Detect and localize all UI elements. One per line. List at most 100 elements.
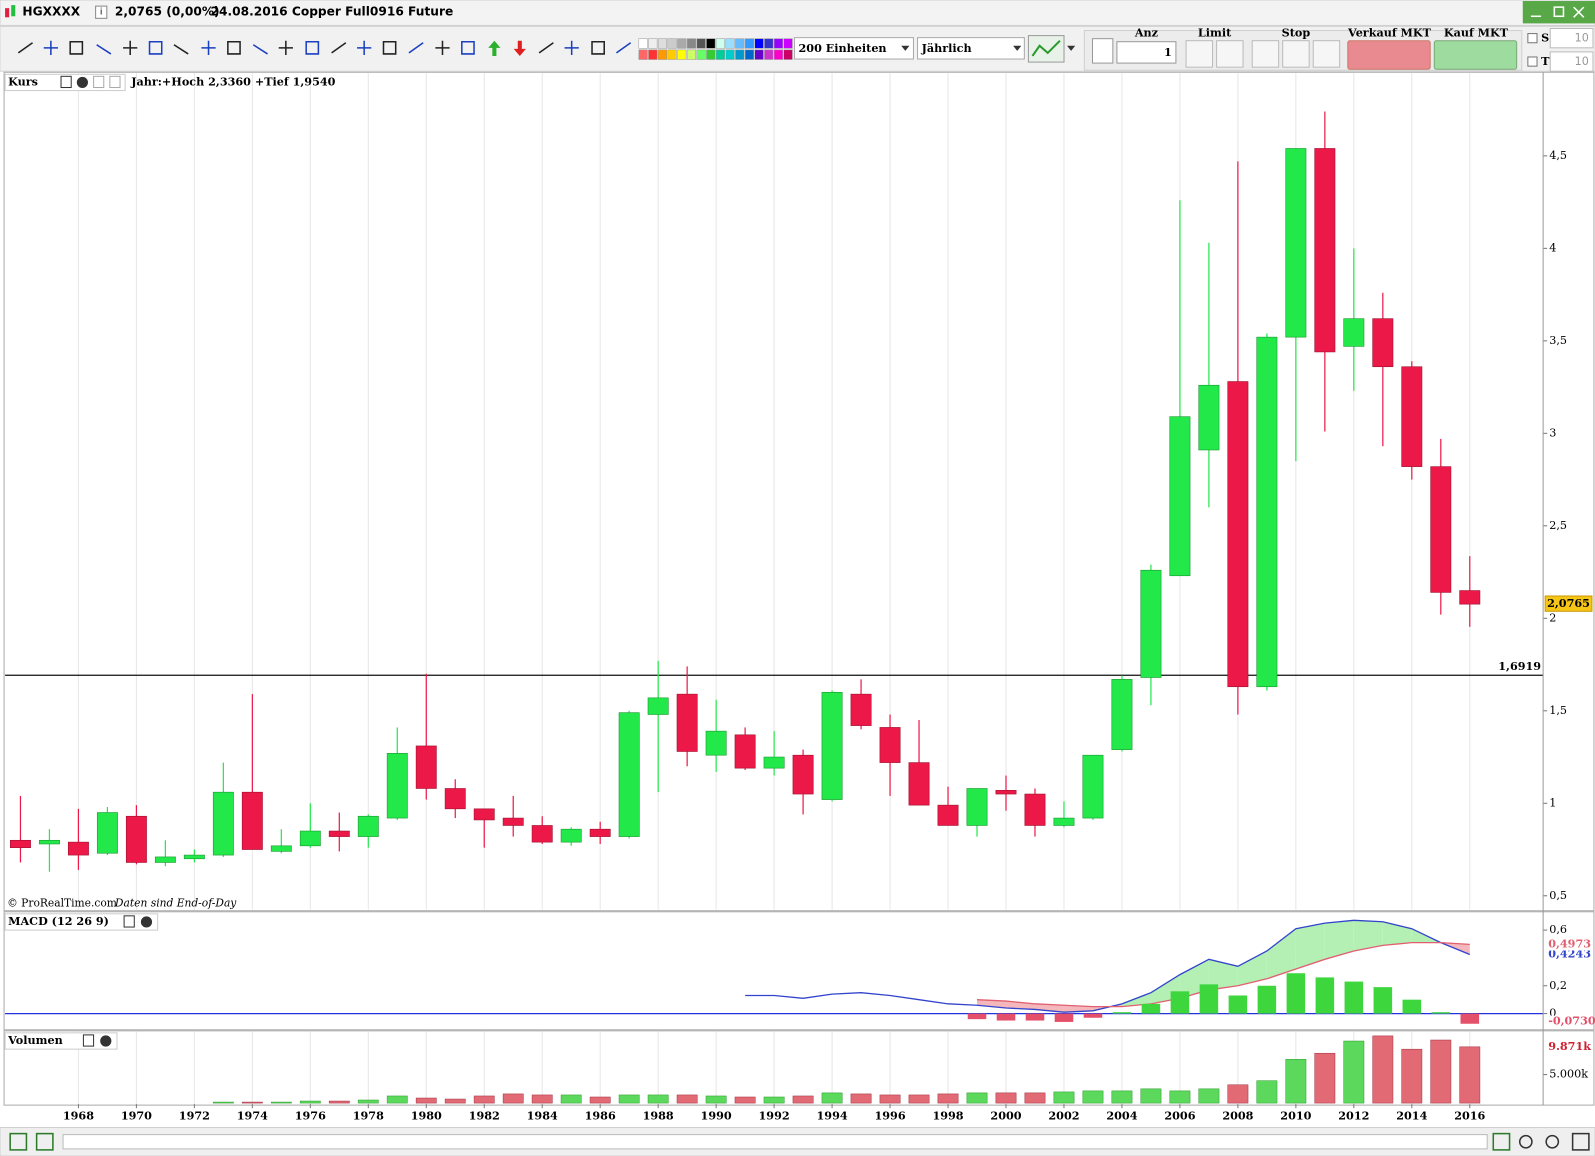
x-tick-label: 1968	[63, 1108, 94, 1122]
description: 24.08.2016 Copper Full0916 Future	[211, 5, 454, 19]
swatch[interactable]	[783, 38, 793, 49]
swatch[interactable]	[783, 49, 793, 60]
window-buttons[interactable]	[1530, 6, 1585, 18]
tool-icon	[123, 40, 138, 55]
tool-icon	[278, 40, 293, 55]
swatch[interactable]	[686, 38, 697, 49]
swatch[interactable]	[715, 38, 726, 49]
buy-label: Kauf MKT	[1444, 26, 1509, 40]
tool-icon[interactable]	[513, 40, 526, 56]
panel-buttons[interactable]	[82, 1034, 112, 1047]
panel-title: Kurs	[8, 74, 38, 88]
x-tick-label: 2000	[990, 1108, 1021, 1122]
candle-body	[734, 734, 756, 769]
candle-body	[676, 693, 698, 752]
swatch[interactable]	[735, 49, 745, 60]
swatch[interactable]	[667, 49, 677, 60]
swatch[interactable]	[657, 49, 668, 60]
info-button[interactable]	[95, 5, 108, 19]
panel-buttons[interactable]	[123, 915, 153, 928]
swatch[interactable]	[686, 49, 697, 60]
candle-body	[241, 791, 263, 850]
limit-sell-button[interactable]	[1216, 40, 1244, 68]
qty-input[interactable]	[1116, 41, 1177, 64]
symbol[interactable]: HGXXXX	[22, 5, 80, 19]
stop-button[interactable]	[1251, 40, 1280, 68]
swatch[interactable]	[764, 38, 774, 49]
swatch[interactable]	[696, 38, 706, 49]
volume-bar	[531, 1094, 553, 1104]
swatch[interactable]	[764, 49, 774, 60]
period-dropdown[interactable]	[917, 37, 1025, 60]
volume-bar	[705, 1095, 727, 1104]
swatch[interactable]	[744, 49, 755, 60]
dropdown-arrow	[1013, 45, 1022, 51]
candle-body	[560, 828, 582, 843]
swatch[interactable]	[667, 38, 677, 49]
swatch[interactable]	[744, 38, 755, 49]
plots: 0,511,522,533,544,51,69192,076500,20,60,…	[5, 73, 1595, 1122]
swatch[interactable]	[754, 38, 764, 49]
swatch[interactable]	[735, 38, 745, 49]
t-label: T	[1541, 54, 1550, 68]
settings-button[interactable]	[1091, 38, 1114, 64]
buy-button[interactable]	[1433, 40, 1518, 70]
scrollbar[interactable]	[62, 1134, 1488, 1150]
swatch[interactable]	[754, 49, 764, 60]
swatch[interactable]	[657, 38, 668, 49]
candle-body	[531, 825, 553, 843]
swatch[interactable]	[677, 38, 687, 49]
swatch[interactable]	[677, 49, 687, 60]
swatch[interactable]	[648, 38, 658, 49]
swatch[interactable]	[706, 49, 716, 60]
swatch[interactable]	[706, 38, 716, 49]
swatch[interactable]	[638, 38, 648, 49]
panel-buttons[interactable]	[60, 75, 121, 89]
volume-bar	[763, 1096, 785, 1104]
tool-icon	[69, 40, 84, 55]
histogram-bar	[996, 1013, 1016, 1021]
macd-line	[976, 941, 1470, 1008]
tool-icons	[17, 40, 632, 56]
tool-icon	[96, 44, 112, 55]
stop-button[interactable]	[1282, 40, 1310, 68]
x-tick-label: 1998	[932, 1108, 963, 1122]
swatch[interactable]	[638, 49, 648, 60]
volume-bar	[1169, 1090, 1191, 1104]
units-dropdown[interactable]	[793, 37, 914, 60]
candle-body	[183, 854, 205, 860]
checkbox[interactable]	[1527, 33, 1538, 44]
checkbox[interactable]	[1527, 56, 1538, 67]
swatch[interactable]	[715, 49, 726, 60]
chart-candlestick: 0,5 1 1,5 2 2,5 3 3,5 4 4,5 1,6919 2,0765	[5, 73, 1593, 910]
macd-fill	[1208, 959, 1238, 990]
x-tick-label: 1970	[121, 1108, 152, 1122]
swatch[interactable]	[725, 49, 735, 60]
tool-icon[interactable]	[488, 40, 501, 56]
volume-bar	[821, 1092, 843, 1104]
t-input[interactable]	[1549, 51, 1594, 72]
bottom-icons[interactable]	[9, 1132, 1590, 1151]
histogram-bar	[1199, 984, 1219, 1014]
period: Jährlich	[921, 41, 972, 55]
volume-bar	[1227, 1084, 1249, 1104]
swatch[interactable]	[725, 38, 735, 49]
swatch[interactable]	[696, 49, 706, 60]
s-input[interactable]	[1549, 27, 1594, 49]
panel-title: MACD (12 26 9)	[8, 914, 109, 928]
swatch[interactable]	[773, 38, 784, 49]
volume-bar	[966, 1092, 988, 1104]
s-label: S	[1541, 31, 1549, 45]
x-tick-label: 1980	[411, 1108, 442, 1122]
volume-bar	[995, 1092, 1017, 1104]
candle-body	[299, 830, 321, 847]
dropdown-arrow	[1067, 45, 1076, 51]
chart-type-button[interactable]	[1027, 35, 1065, 63]
stop-button[interactable]	[1312, 40, 1341, 68]
sell-button[interactable]	[1347, 40, 1431, 70]
candle-body	[995, 790, 1017, 795]
tool-icon	[17, 42, 33, 54]
limit-buy-button[interactable]	[1185, 40, 1214, 68]
swatch[interactable]	[773, 49, 784, 60]
swatch[interactable]	[648, 49, 658, 60]
